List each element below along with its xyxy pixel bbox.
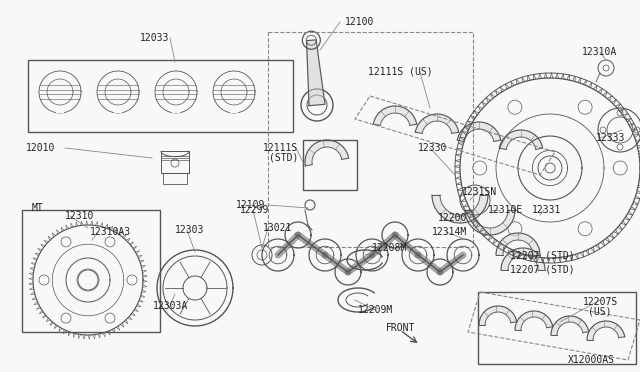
Polygon shape bbox=[496, 233, 540, 255]
Polygon shape bbox=[501, 248, 545, 270]
Text: 12111S: 12111S bbox=[263, 143, 298, 153]
Bar bbox=[161, 151, 189, 173]
Text: 12109: 12109 bbox=[236, 200, 265, 210]
Polygon shape bbox=[551, 316, 589, 335]
Bar bbox=[478, 292, 636, 364]
Text: 12207 (STD): 12207 (STD) bbox=[510, 265, 575, 275]
Text: FRONT: FRONT bbox=[386, 323, 415, 333]
Bar bbox=[28, 60, 293, 132]
Text: 12299: 12299 bbox=[240, 205, 269, 215]
Bar bbox=[303, 140, 357, 190]
Text: 12111S (US): 12111S (US) bbox=[368, 67, 433, 77]
Text: 12310A3: 12310A3 bbox=[90, 227, 131, 237]
Text: 12207 (STD): 12207 (STD) bbox=[510, 250, 575, 260]
Text: (STD): (STD) bbox=[269, 153, 298, 163]
Text: 12209M: 12209M bbox=[358, 305, 393, 315]
Text: 12010: 12010 bbox=[26, 143, 55, 153]
Polygon shape bbox=[305, 140, 349, 166]
Text: 12303A: 12303A bbox=[153, 301, 188, 311]
Text: 12100: 12100 bbox=[345, 17, 374, 27]
Polygon shape bbox=[479, 306, 516, 325]
Polygon shape bbox=[515, 311, 553, 330]
Text: 12310E: 12310E bbox=[488, 205, 524, 215]
Text: 12208M: 12208M bbox=[372, 243, 407, 253]
Text: 12330: 12330 bbox=[418, 143, 447, 153]
Text: 12303: 12303 bbox=[175, 225, 204, 235]
Text: X12000AS: X12000AS bbox=[568, 355, 615, 365]
Text: 12333: 12333 bbox=[596, 133, 625, 143]
Text: 12314M: 12314M bbox=[432, 227, 467, 237]
Bar bbox=[268, 32, 473, 247]
Polygon shape bbox=[432, 195, 488, 223]
Text: 12207S: 12207S bbox=[582, 297, 618, 307]
Text: 12315N: 12315N bbox=[462, 187, 497, 197]
Polygon shape bbox=[373, 106, 417, 125]
Polygon shape bbox=[415, 114, 459, 134]
Text: 13021: 13021 bbox=[263, 223, 292, 233]
Polygon shape bbox=[458, 122, 500, 141]
Bar bbox=[163, 173, 187, 184]
Text: (US): (US) bbox=[588, 307, 612, 317]
Bar bbox=[22, 210, 160, 332]
Polygon shape bbox=[307, 40, 325, 106]
Text: MT: MT bbox=[32, 203, 44, 213]
Text: 12310: 12310 bbox=[65, 211, 94, 221]
Text: 12310A: 12310A bbox=[582, 47, 617, 57]
Text: 12200: 12200 bbox=[438, 213, 467, 223]
Polygon shape bbox=[587, 321, 625, 340]
Polygon shape bbox=[499, 130, 543, 150]
Polygon shape bbox=[465, 210, 515, 235]
Text: 12331: 12331 bbox=[532, 205, 561, 215]
Text: 12033: 12033 bbox=[140, 33, 170, 43]
